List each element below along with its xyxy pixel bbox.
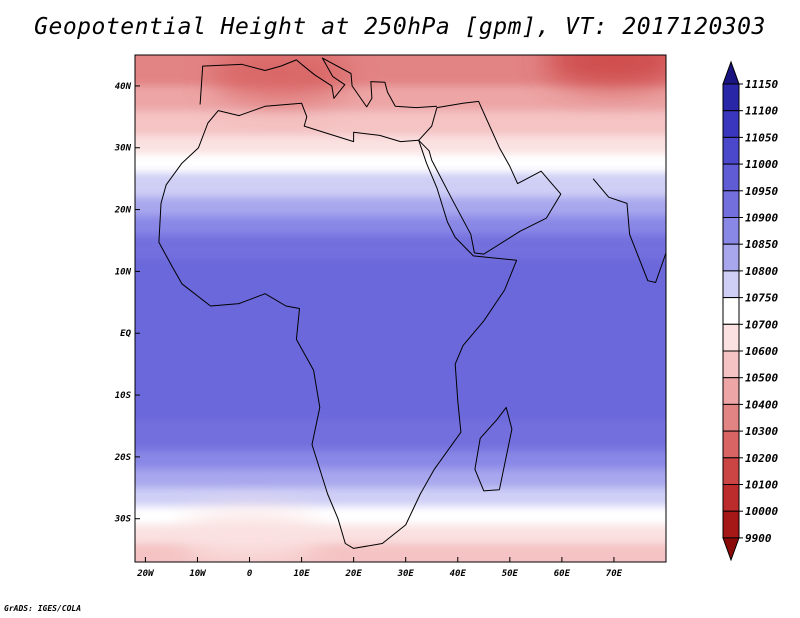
arabia-coastline [418,100,562,255]
colorbar-swatch [722,510,740,539]
map-axes: 40N 30N 20N 10N EQ 10S 20S 30S 20W 10W 0 10E 20E 30E 4… [114,82,623,579]
lon-label: 50E [502,569,519,579]
lon-label: 10E [293,569,310,579]
field-band [135,215,666,235]
colorbar-label: 10700 [745,318,778,331]
colorbar-label: 10200 [745,452,778,465]
field-band [135,110,666,136]
colorbar-label: 10400 [745,398,778,411]
asia-low [543,55,666,88]
field-band [135,450,666,470]
lon-label: 40E [450,569,467,579]
lat-label: 40N [115,82,132,92]
colorbar-swatch [722,484,740,512]
colorbar-label: 10800 [745,265,778,278]
colorbar-bottom-arrow [722,537,740,562]
lat-label: 20S [114,453,132,463]
lon-label: 20E [345,569,363,579]
field-band [135,487,666,507]
colorbar-label: 10750 [745,292,778,305]
south-atlantic-ridge [179,511,320,562]
colorbar: 11150 11100 11050 11000 10950 10900 10850 10800… [722,60,778,562]
madagascar-coastline [474,406,513,492]
lat-label: 10N [115,267,132,277]
colorbar-swatch [722,163,740,192]
lat-label: 20N [114,206,132,216]
field-band [135,135,666,154]
colorbar-label: 11000 [745,158,778,171]
colorbar-label: 10100 [745,479,778,492]
field-band [135,419,666,451]
colorbar-label: 9900 [745,532,772,545]
colorbar-label: 10850 [745,238,778,251]
colorbar-swatch [722,350,740,379]
colorbar-label: 10600 [745,345,778,358]
field-band [135,259,666,420]
colorbar-swatch [722,190,740,219]
colorbar-swatch [722,403,740,432]
colorbar-label: 10300 [745,425,778,438]
colorbar-swatch [722,377,740,405]
colorbar-swatch [722,110,740,138]
field-band [135,153,666,173]
field-band [135,469,666,488]
lon-label: 20W [136,569,155,579]
colorbar-label: 11150 [745,78,778,91]
india-coastline [592,178,666,283]
lat-label: 30S [114,515,132,525]
lat-label: 30N [114,144,132,154]
lon-label: 0 [247,569,253,579]
colorbar-swatch [722,297,740,325]
field-band [135,172,666,198]
lat-label: EQ [120,329,131,339]
map-title: Geopotential Height at 250hPa [gpm], VT:… [34,14,766,40]
plot-frame [134,54,667,563]
colorbar-swatch [722,243,740,272]
geopotential-height-field [135,55,666,562]
colorbar-top-arrow [722,60,740,85]
lon-label: 60E [554,569,571,579]
colorbar-label: 10900 [745,212,778,225]
lon-label: 70E [606,569,623,579]
colorbar-swatch [722,430,740,459]
colorbar-label: 10950 [745,185,778,198]
colorbar-swatch [722,83,740,112]
grads-credit: GrADS: IGES/COLA [4,604,82,613]
colorbar-swatch [722,270,740,299]
colorbar-swatch [722,136,740,165]
colorbar-label: 10000 [745,505,778,518]
europe-coastline [199,57,437,109]
lon-label: 10W [189,569,207,579]
africa-coastline [158,102,518,549]
colorbar-swatch [722,323,740,352]
colorbar-swatch [722,217,740,245]
colorbar-label: 11050 [745,131,778,144]
field-band [135,234,666,260]
colorbar-swatch [722,457,740,485]
europe-low [210,55,351,100]
colorbar-label: 10500 [745,372,778,385]
field-band [135,197,666,216]
lat-label: 10S [115,391,132,401]
coastlines [158,57,666,549]
lon-label: 30E [397,569,415,579]
colorbar-label: 11100 [745,105,778,118]
